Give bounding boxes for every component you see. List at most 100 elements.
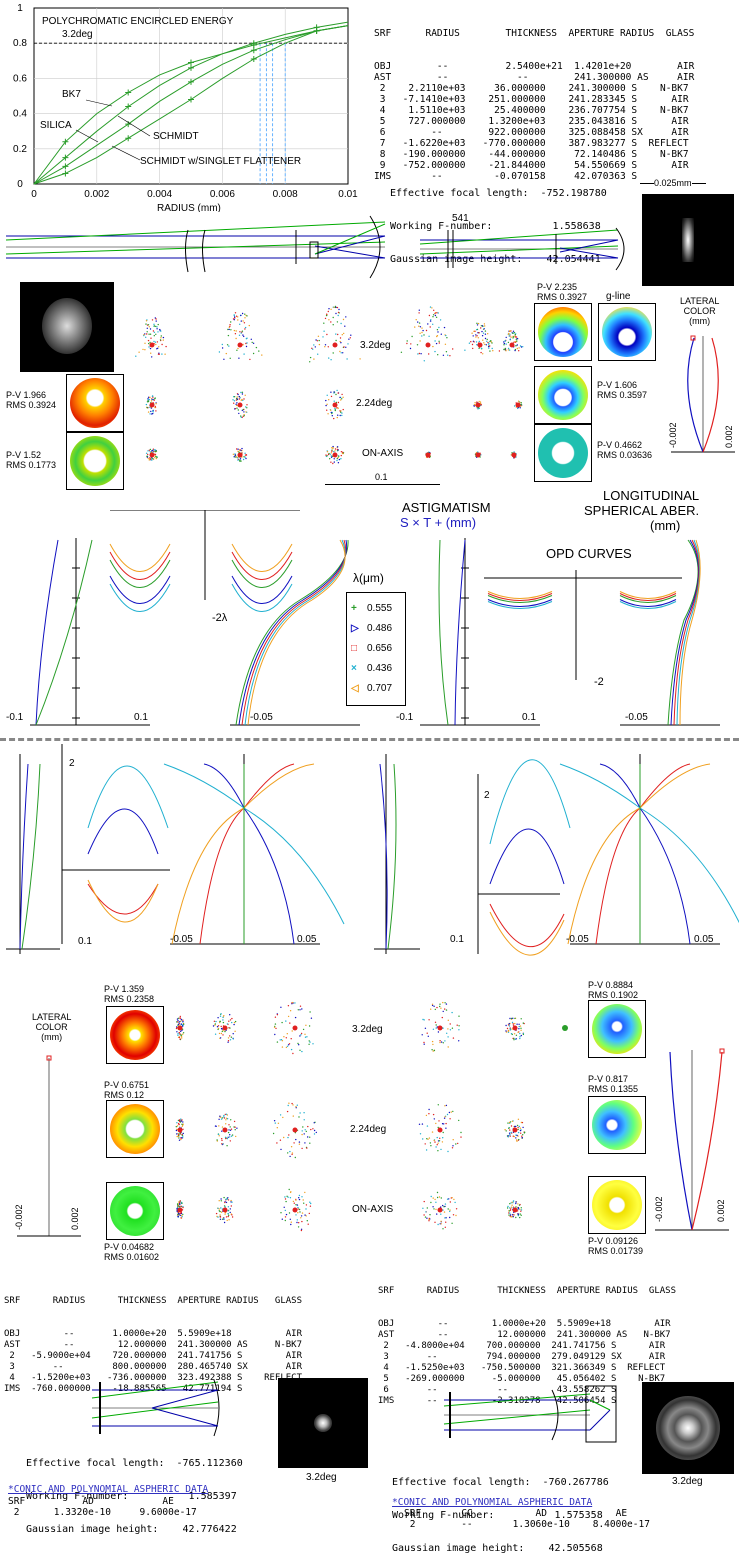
spot-point — [522, 1126, 524, 1129]
spot-point — [517, 1031, 519, 1033]
spot-point — [428, 314, 431, 317]
spot-point — [230, 1135, 233, 1137]
spot-point — [476, 401, 478, 403]
spot-point — [509, 1017, 511, 1020]
spot-point — [504, 347, 506, 350]
spot-point — [418, 1123, 421, 1125]
spot-point — [146, 455, 148, 458]
spot-point — [426, 1125, 429, 1127]
spot-point — [145, 323, 147, 325]
right-table-row: 5 -269.000000 -5.000000 45.056402 S N-BK… — [378, 1374, 666, 1384]
spot-point — [328, 319, 330, 321]
spot-point — [326, 409, 328, 411]
spot-point — [342, 451, 344, 453]
spot-point — [448, 1198, 450, 1200]
spot-point — [229, 1208, 231, 1210]
schmidt-layout-small — [419, 227, 625, 271]
spot-point — [316, 340, 319, 342]
spot-point — [297, 1226, 300, 1228]
spot-point — [276, 1142, 278, 1144]
spot-point — [289, 1197, 292, 1199]
left-asphere-link[interactable]: *CONIC AND POLYNOMIAL ASPHERIC DATA — [8, 1484, 209, 1495]
lower-opd — [489, 759, 571, 845]
bottom-opd-map-2 — [106, 1100, 164, 1158]
lower-two-b: 2 — [484, 790, 490, 801]
spot-point — [448, 1111, 451, 1114]
spot-point — [178, 1036, 181, 1039]
opd-curve — [487, 595, 553, 603]
spot-point — [440, 1197, 442, 1199]
spot-point — [334, 409, 336, 412]
spot-point — [434, 1221, 436, 1223]
spot-point — [229, 324, 231, 326]
spot-point — [300, 1215, 303, 1217]
top-psf-image — [642, 194, 734, 286]
spot-point — [241, 312, 244, 315]
spot-point — [225, 352, 227, 355]
spot-point — [302, 1028, 305, 1031]
spot-point — [218, 1208, 220, 1210]
spot-point — [258, 350, 260, 352]
spot-point — [431, 1049, 433, 1051]
spot-point — [160, 337, 162, 339]
spot-point — [246, 404, 248, 406]
spot-point — [342, 396, 344, 398]
spot-point — [235, 456, 237, 458]
spot-point — [450, 1111, 452, 1113]
top-prescription-table: SRF RADIUS THICKNESS APERTURE RADIUS GLA… — [374, 6, 694, 193]
spot-point — [323, 322, 325, 324]
spot-point — [155, 318, 157, 320]
spot-point — [241, 393, 244, 395]
spot-point — [312, 1128, 314, 1130]
left-table-header: SRF RADIUS THICKNESS APERTURE RADIUS GLA… — [4, 1296, 303, 1306]
bottom-right-opd-map-3 — [588, 1176, 646, 1234]
spot-point — [148, 399, 150, 401]
spot-point — [307, 1136, 309, 1138]
spot-point — [447, 354, 449, 356]
spot-point — [224, 1213, 226, 1215]
spot-point — [225, 1216, 228, 1218]
spot-point — [229, 1035, 231, 1037]
spot-point — [492, 350, 494, 352]
spot-point — [150, 410, 152, 413]
bottom-pv-6: P-V 0.09126 RMS 0.01739 — [588, 1236, 644, 1256]
spot-point — [226, 1023, 229, 1025]
spot-point — [214, 1024, 216, 1026]
layout-label: 541 — [452, 213, 469, 224]
spot-point — [333, 391, 335, 393]
spot-point — [432, 1028, 435, 1030]
long-sph-curve — [673, 539, 700, 726]
spot-point — [342, 408, 344, 411]
spot-point — [236, 456, 238, 458]
spot-point — [155, 410, 157, 412]
spot-point — [159, 339, 162, 341]
spot-point — [175, 1027, 178, 1030]
spot-point — [444, 1008, 446, 1010]
spot-point — [428, 1108, 430, 1111]
spot-point — [330, 395, 333, 398]
bottom-spot-diagrams — [175, 1001, 568, 1232]
spot-point — [476, 322, 478, 324]
spot-point — [417, 353, 419, 355]
spot-point — [287, 1015, 290, 1018]
spot-point — [336, 446, 339, 448]
spot-point — [178, 1120, 181, 1122]
spot-point — [224, 1113, 226, 1116]
spot-point — [424, 1216, 427, 1218]
spot-point — [339, 350, 341, 353]
opd-curve — [109, 551, 171, 580]
spot-point — [340, 458, 342, 460]
spot-point — [447, 1208, 449, 1210]
spot-point — [509, 1203, 511, 1205]
spot-point — [155, 403, 157, 405]
right-asphere-link[interactable]: *CONIC AND POLYNOMIAL ASPHERIC DATA — [392, 1497, 593, 1508]
spot-point — [513, 336, 515, 338]
long-sph-curve — [238, 539, 348, 726]
spot-point — [472, 335, 474, 337]
right-table-row: AST -- 12.000000 241.300000 AS N-BK7 — [378, 1330, 671, 1340]
spot-point — [422, 1138, 424, 1140]
spot-point — [425, 1211, 427, 1213]
spot-point — [146, 333, 148, 335]
spot-point — [427, 1035, 429, 1037]
spot-point — [294, 1016, 297, 1019]
